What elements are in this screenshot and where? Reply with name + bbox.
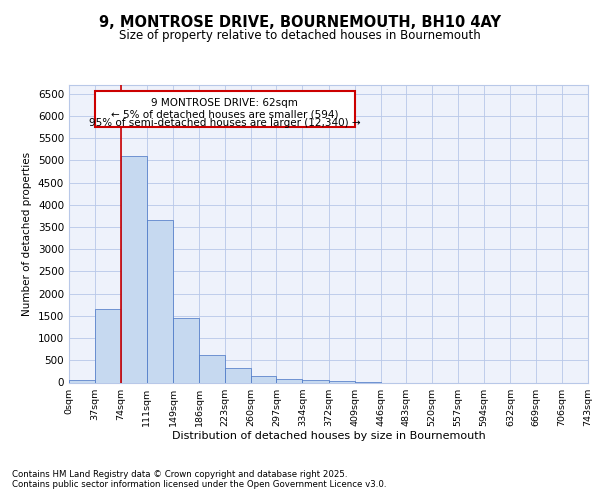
- Text: 95% of semi-detached houses are larger (12,340) →: 95% of semi-detached houses are larger (…: [89, 118, 361, 128]
- Bar: [146, 220, 173, 382]
- Text: 9 MONTROSE DRIVE: 62sqm: 9 MONTROSE DRIVE: 62sqm: [151, 98, 298, 108]
- Bar: [225, 368, 251, 382]
- Bar: [95, 309, 121, 382]
- Text: 9, MONTROSE DRIVE, BOURNEMOUTH, BH10 4AY: 9, MONTROSE DRIVE, BOURNEMOUTH, BH10 4AY: [99, 15, 501, 30]
- X-axis label: Distribution of detached houses by size in Bournemouth: Distribution of detached houses by size …: [172, 432, 485, 442]
- Bar: [302, 380, 329, 382]
- Bar: [69, 380, 95, 382]
- Text: ← 5% of detached houses are smaller (594): ← 5% of detached houses are smaller (594…: [111, 109, 338, 119]
- Bar: [277, 379, 302, 382]
- Bar: [95, 91, 355, 127]
- Bar: [199, 354, 225, 382]
- Bar: [121, 156, 146, 382]
- Text: Contains HM Land Registry data © Crown copyright and database right 2025.
Contai: Contains HM Land Registry data © Crown c…: [12, 470, 386, 489]
- Y-axis label: Number of detached properties: Number of detached properties: [22, 152, 32, 316]
- Bar: [173, 318, 199, 382]
- Text: Size of property relative to detached houses in Bournemouth: Size of property relative to detached ho…: [119, 28, 481, 42]
- Bar: [251, 376, 277, 382]
